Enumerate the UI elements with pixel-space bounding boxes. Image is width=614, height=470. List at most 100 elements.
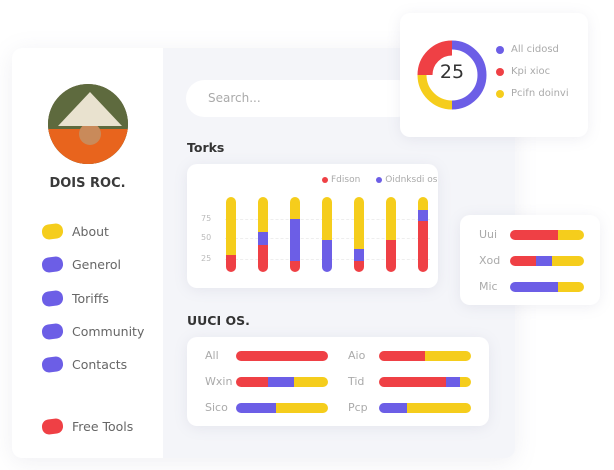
sidebar-item-label: Generol [72, 257, 121, 272]
sidebar-item-label: Free Tools [72, 419, 134, 434]
bar [379, 350, 471, 361]
y-tick-label: 75 [201, 214, 212, 223]
bar-segment [558, 229, 584, 240]
bar-segment [354, 197, 364, 249]
bar [226, 197, 236, 272]
bar [386, 197, 396, 272]
blob-icon [41, 222, 64, 241]
bar-segment [322, 239, 332, 272]
bar-segment [226, 197, 236, 255]
sidebar-item-label: Toriffs [72, 291, 109, 306]
bar-segment [446, 376, 460, 387]
bar [418, 197, 428, 272]
bar [236, 402, 328, 413]
legend-dot [322, 177, 328, 183]
bar-label: Uui [479, 228, 498, 241]
legend-dot [496, 45, 504, 54]
sidebar-item-label: About [72, 224, 109, 239]
legend-dot [376, 177, 383, 183]
y-tick-label: 50 [201, 233, 212, 242]
bar-label: All [205, 349, 219, 362]
blob-icon [41, 355, 64, 374]
bar-label: Xod [479, 254, 501, 267]
bar [236, 350, 328, 361]
bar [236, 376, 328, 387]
bar-segment [322, 197, 332, 240]
bar [322, 197, 332, 272]
bar-segment [386, 197, 396, 240]
legend-item: Kpi xioc [496, 66, 569, 77]
donut-segment [417, 40, 453, 76]
bar-segment [258, 197, 268, 232]
bar-label: Sico [205, 401, 228, 414]
bar-segment [290, 218, 300, 261]
sidebar-item-about[interactable]: About [41, 222, 109, 241]
bar-label: Tid [348, 375, 365, 388]
bar-segment [354, 248, 364, 261]
blob-icon [41, 322, 64, 341]
bar-row: Sico [205, 401, 328, 414]
legend-label: Oidnksdi os [385, 175, 438, 185]
donut-segment [451, 40, 487, 110]
legend-item: Oidnksdi os [376, 175, 437, 185]
bar-segment [425, 350, 471, 361]
bar-segment [552, 255, 584, 266]
sidebar-item-free-tools[interactable]: Free Tools [41, 417, 134, 436]
search-input[interactable]: Search... [186, 80, 416, 117]
donut-segment [417, 74, 453, 110]
torks-title: Torks [187, 140, 225, 155]
bar-label: Aio [348, 349, 366, 362]
legend-item: All cidosd [496, 44, 569, 55]
bar-label: Pcp [348, 401, 368, 414]
bar-segment [510, 281, 559, 292]
uuci-title: UUCI OS. [187, 313, 250, 328]
bar-segment [354, 260, 364, 272]
bar-segment [236, 376, 269, 387]
bar-segment [258, 231, 268, 245]
sidebar-item-community[interactable]: Community [41, 322, 145, 341]
bar-row: Pcp [348, 401, 471, 414]
avatar [48, 84, 128, 164]
y-tick-label: 25 [201, 254, 212, 263]
legend-label: Pcifn doinvi [511, 88, 569, 99]
bar-segment [510, 229, 559, 240]
blob-icon [41, 417, 64, 436]
bar-segment [418, 209, 428, 221]
donut-card: 25 All cidosd Kpi xioc Pcifn doinvi [400, 13, 588, 137]
bar-segment [268, 376, 294, 387]
bar [290, 197, 300, 272]
bar-segment [236, 402, 276, 413]
bar [258, 197, 268, 272]
bar-segment [459, 376, 471, 387]
legend-label: Kpi xioc [511, 66, 551, 77]
bar-label: Wxin [205, 375, 233, 388]
bar-row: Wxin [205, 375, 328, 388]
bar [354, 197, 364, 272]
bar [510, 281, 584, 292]
donut-center-value: 25 [439, 61, 465, 83]
legend-label: Fdison [331, 175, 361, 185]
legend-item: Pcifn doinvi [496, 88, 569, 99]
bar-label: Mic [479, 280, 498, 293]
sidebar-item-label: Contacts [72, 357, 128, 372]
legend-item: Fdison [322, 175, 360, 185]
profile-name: DOIS ROC. [49, 176, 126, 191]
bar-row: Xod [479, 254, 584, 267]
bar-segment [290, 260, 300, 272]
bar-segment [379, 402, 407, 413]
bar [510, 229, 584, 240]
bar [379, 376, 471, 387]
bar-segment [379, 350, 425, 361]
bar-segment [418, 197, 428, 210]
bar-segment [275, 402, 328, 413]
bar-segment [386, 239, 396, 272]
sidebar-item-contacts[interactable]: Contacts [41, 355, 128, 374]
bar [379, 402, 471, 413]
sidebar-item-toriffs[interactable]: Toriffs [41, 289, 109, 308]
bar-segment [290, 197, 300, 219]
bar-segment [379, 376, 447, 387]
bar-row: Tid [348, 375, 471, 388]
bar-segment [510, 255, 536, 266]
sidebar-item-label: Community [72, 324, 145, 339]
sidebar-item-generol[interactable]: Generol [41, 255, 121, 274]
